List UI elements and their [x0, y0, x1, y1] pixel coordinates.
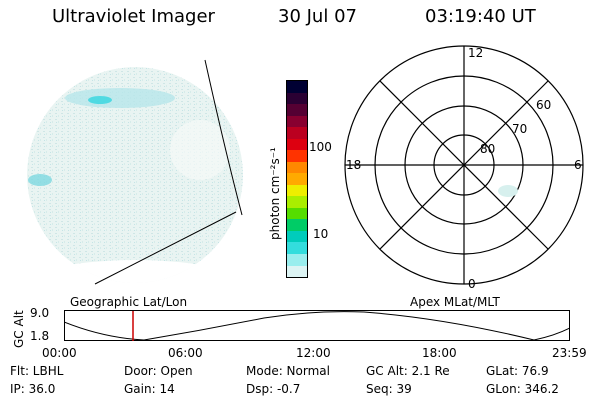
status-mode: Mode: Normal — [246, 364, 330, 378]
colorbar — [286, 80, 308, 278]
colorbar-tick-100: 100 — [309, 140, 332, 154]
colorbar-tick-10: 10 — [313, 227, 329, 241]
altitude-curve — [64, 311, 570, 341]
colorbar-band — [287, 196, 307, 208]
colorbar-band — [287, 127, 307, 139]
date-label: 30 Jul 07 — [278, 6, 357, 27]
lat-label-70: 70 — [512, 122, 527, 136]
colorbar-band — [287, 184, 307, 197]
status-gcalt: GC Alt: 2.1 Re — [366, 364, 450, 378]
altitude-ytick-low: 1.8 — [30, 329, 50, 343]
status-gain: Gain: 14 — [124, 382, 175, 396]
xtick-1800: 18:00 — [422, 346, 457, 360]
xtick-0600: 06:00 — [168, 346, 203, 360]
colorbar-band — [287, 150, 307, 162]
mlt-label-right: 6 — [574, 158, 582, 172]
status-door: Door: Open — [124, 364, 193, 378]
polar-diagonal-2 — [379, 80, 549, 250]
mlt-label-left: 18 — [346, 158, 361, 172]
altitude-plot-frame — [64, 310, 570, 341]
lat-label-80: 80 — [480, 142, 495, 156]
lat-label-60: 60 — [536, 98, 551, 112]
mlt-label-top: 12 — [468, 46, 483, 60]
status-ip: IP: 36.0 — [10, 382, 56, 396]
colorbar-band — [287, 219, 307, 231]
altitude-ytick-high: 9.0 — [30, 306, 50, 320]
time-label: 03:19:40 UT — [425, 6, 536, 27]
uv-image-panel — [27, 59, 243, 285]
colorbar-band — [287, 92, 307, 105]
polar-emission-patch — [498, 185, 518, 197]
xtick-2359: 23:59 — [552, 346, 587, 360]
earth-disc — [27, 67, 243, 283]
altitude-plot — [64, 310, 570, 341]
mlt-label-bottom: 0 — [468, 277, 476, 291]
colorbar-band — [287, 81, 307, 93]
status-dsp: Dsp: -0.7 — [246, 382, 301, 396]
colorbar-band — [287, 242, 307, 254]
colorbar-band — [287, 115, 307, 128]
colorbar-band — [287, 230, 307, 243]
status-flt: Flt: LBHL — [10, 364, 64, 378]
xtick-1200: 12:00 — [296, 346, 331, 360]
colorbar-band — [287, 138, 307, 151]
colorbar-band — [287, 253, 307, 266]
colorbar-unit-label: photon cm⁻²s⁻¹ — [268, 147, 282, 240]
terminator-line — [204, 59, 243, 216]
colorbar-band — [287, 104, 307, 116]
status-glon: GLon: 346.2 — [486, 382, 559, 396]
colorbar-band — [287, 173, 307, 185]
status-glat: GLat: 76.9 — [486, 364, 549, 378]
xtick-0000: 00:00 — [42, 346, 77, 360]
geographic-label: Geographic Lat/Lon — [70, 295, 188, 309]
image-edge-line — [94, 211, 237, 285]
altitude-ylabel: GC Alt — [12, 310, 26, 348]
colorbar-band — [287, 161, 307, 174]
instrument-title: Ultraviolet Imager — [52, 6, 215, 27]
polar-grid: 12 18 6 0 60 70 80 — [344, 45, 584, 291]
colorbar-band — [287, 265, 307, 277]
apex-label: Apex MLat/MLT — [410, 295, 500, 309]
colorbar-band — [287, 207, 307, 220]
status-seq: Seq: 39 — [366, 382, 412, 396]
